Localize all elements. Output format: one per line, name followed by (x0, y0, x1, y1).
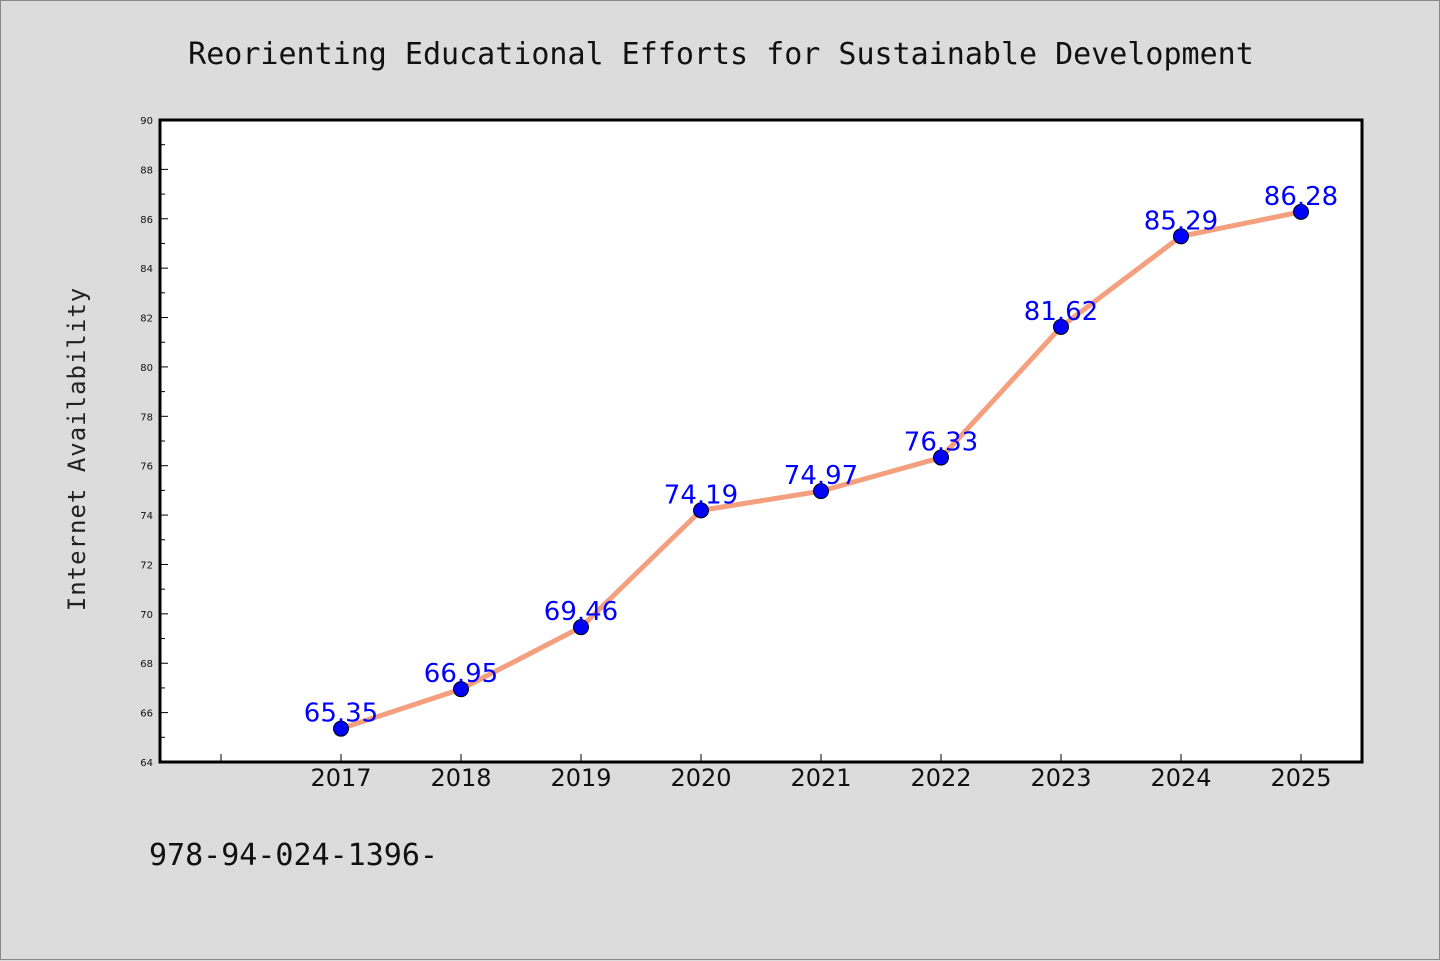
x-tick-label: 2017 (310, 764, 371, 792)
x-tick-label: 2021 (790, 764, 851, 792)
chart-title: Reorienting Educational Efforts for Sust… (188, 37, 1254, 72)
x-tick-label: 2022 (910, 764, 971, 792)
data-label: 81.62 (1024, 297, 1098, 327)
footer-note: 978-94-024-1396- (149, 838, 438, 873)
x-tick-label: 2023 (1030, 764, 1091, 792)
x-tick-label: 2018 (430, 764, 491, 792)
data-point (1053, 318, 1069, 335)
y-tick-label: 90 (140, 116, 153, 127)
x-axis-ticks: 2017 2018 2019 2020 2021 2022 2023 2024 2025 (220, 754, 1332, 792)
data-point (1293, 203, 1309, 220)
data-label: 65.35 (304, 699, 378, 729)
data-label: 85.29 (1144, 206, 1218, 236)
plot-area (158, 118, 1364, 764)
y-tick-label: 84 (140, 264, 153, 275)
x-tick-label: 2024 (1150, 764, 1211, 792)
x-tick-label: 2025 (1270, 764, 1331, 792)
y-tick-label: 64 (140, 758, 153, 769)
data-label: 74.97 (784, 461, 858, 491)
data-label: 74.19 (664, 480, 738, 510)
y-tick-label: 82 (140, 314, 153, 325)
data-point (1173, 228, 1189, 245)
data-labels: 65.35 66.95 69.46 74.19 74.97 76.33 81.62 85.29… (304, 182, 1338, 729)
data-markers (333, 203, 1309, 737)
data-label: 69.46 (544, 597, 618, 627)
y-tick-label: 66 (140, 709, 153, 720)
data-point (333, 720, 349, 737)
y-tick-label: 78 (140, 412, 153, 423)
y-tick-label: 68 (140, 659, 153, 670)
y-tick-label: 80 (140, 363, 153, 374)
y-tick-label: 72 (140, 560, 153, 571)
data-point (813, 483, 829, 500)
data-point (693, 502, 709, 519)
data-label: 66.95 (424, 659, 498, 689)
x-tick-label: 2020 (670, 764, 731, 792)
y-tick-label: 70 (140, 610, 153, 621)
x-tick-label: 2019 (550, 764, 611, 792)
data-point (933, 449, 949, 466)
y-tick-label: 88 (140, 165, 153, 176)
y-tick-label: 74 (140, 511, 153, 522)
y-tick-label: 86 (140, 215, 153, 226)
y-axis-ticks: 64 66 68 70 72 74 76 78 80 82 84 86 88 90 (140, 116, 168, 769)
data-point (573, 619, 589, 636)
data-label: 86.28 (1264, 182, 1338, 212)
data-label: 76.33 (904, 428, 978, 458)
y-axis-label: Internet Availability (63, 287, 91, 611)
data-point (453, 681, 469, 698)
y-tick-label: 76 (140, 462, 153, 473)
